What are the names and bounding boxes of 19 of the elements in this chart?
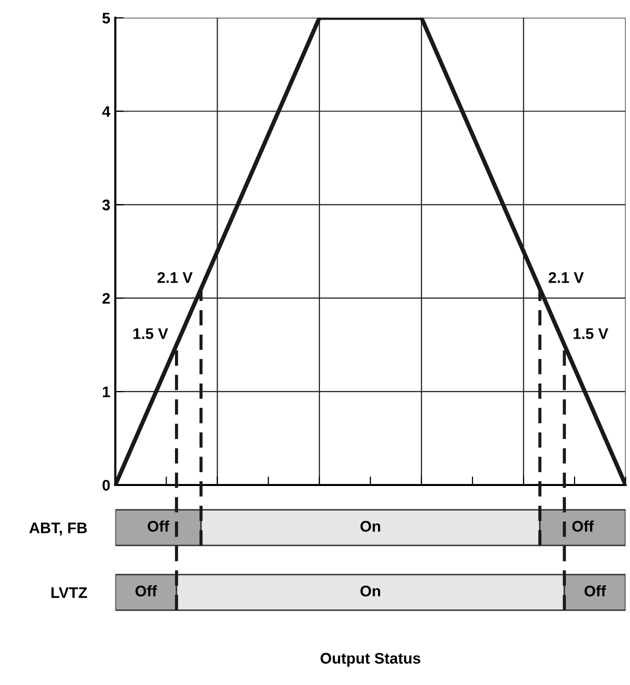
annotation: 1.5 V: [574, 328, 608, 340]
text: On: [360, 586, 380, 596]
y-tick-label: 0: [102, 480, 110, 491]
x-axis-title: Output Status: [320, 652, 420, 667]
series-label: Off: [572, 520, 594, 532]
y-tick-label: 2: [102, 292, 110, 304]
text: Off: [584, 585, 606, 596]
text: Off: [136, 585, 157, 596]
y-tick-label: 3: [102, 200, 110, 210]
series-label: On: [360, 520, 380, 532]
series-label: Off: [148, 520, 170, 532]
annotation: 2.1 V: [158, 272, 193, 283]
y-tick-label: LVTZ: [51, 587, 88, 598]
y-tick-label: 5: [102, 12, 110, 24]
annotation: 2.1 V: [548, 272, 584, 283]
annotation: 1.5 V: [133, 328, 168, 340]
y-tick-label: 1: [102, 386, 110, 398]
y-tick-label: 4: [102, 106, 110, 117]
y-tick-label: ABT, FB: [29, 522, 87, 536]
